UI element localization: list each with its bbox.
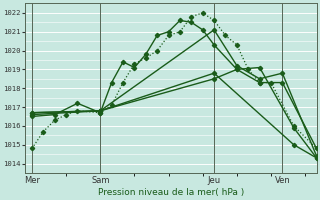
X-axis label: Pression niveau de la mer( hPa ): Pression niveau de la mer( hPa ) xyxy=(98,188,244,197)
